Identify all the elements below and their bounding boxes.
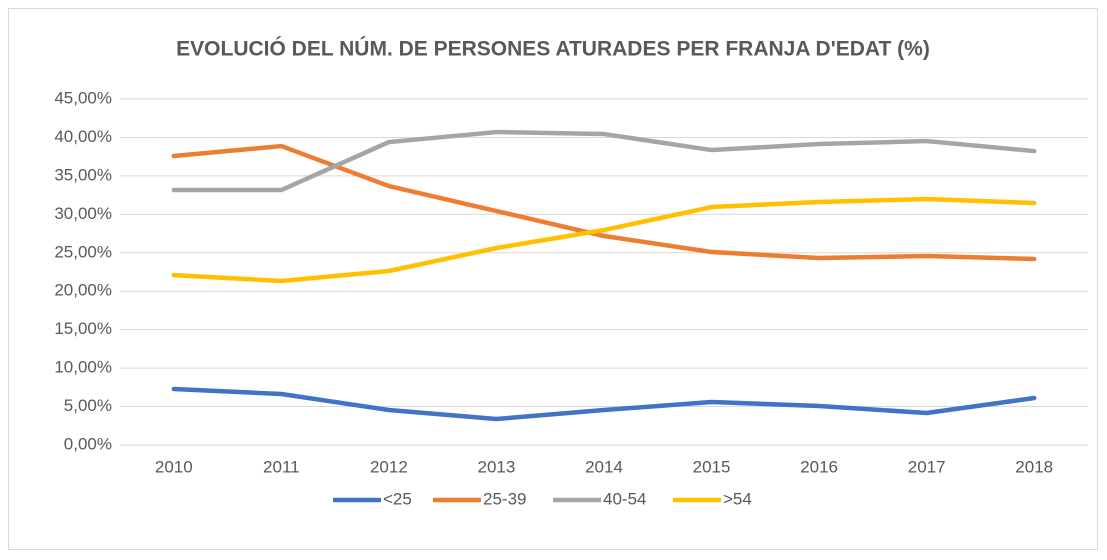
x-tick-label: 2018 — [1015, 457, 1053, 476]
x-tick-label: 2016 — [800, 457, 838, 476]
y-tick-label: 5,00% — [64, 396, 112, 415]
x-tick-label: 2014 — [585, 457, 623, 476]
legend-label: 25-39 — [483, 489, 526, 508]
series-line — [171, 196, 1037, 284]
chart-title: EVOLUCIÓ DEL NÚM. DE PERSONES ATURADES P… — [176, 37, 930, 61]
x-tick-label: 2013 — [478, 457, 516, 476]
x-tick-label: 2010 — [155, 457, 193, 476]
y-tick-label: 25,00% — [54, 242, 112, 261]
y-tick-label: 15,00% — [54, 319, 112, 338]
y-tick-label: 30,00% — [54, 204, 112, 223]
y-tick-label: 40,00% — [54, 127, 112, 146]
x-tick-label: 2012 — [370, 457, 408, 476]
y-tick-label: 20,00% — [54, 281, 112, 300]
x-tick-label: 2011 — [263, 457, 300, 476]
legend-label: <25 — [383, 489, 412, 508]
y-tick-label: 35,00% — [54, 165, 112, 184]
x-tick-label: 2017 — [908, 457, 946, 476]
series-line — [171, 129, 1037, 193]
y-tick-label: 0,00% — [64, 434, 112, 453]
series-line — [171, 143, 1037, 262]
legend-label: 40-54 — [603, 489, 646, 508]
x-tick-label: 2015 — [693, 457, 731, 476]
legend-label: >54 — [723, 489, 752, 508]
series-line — [171, 386, 1037, 422]
y-tick-label: 10,00% — [54, 358, 112, 377]
y-tick-label: 45,00% — [54, 88, 112, 107]
